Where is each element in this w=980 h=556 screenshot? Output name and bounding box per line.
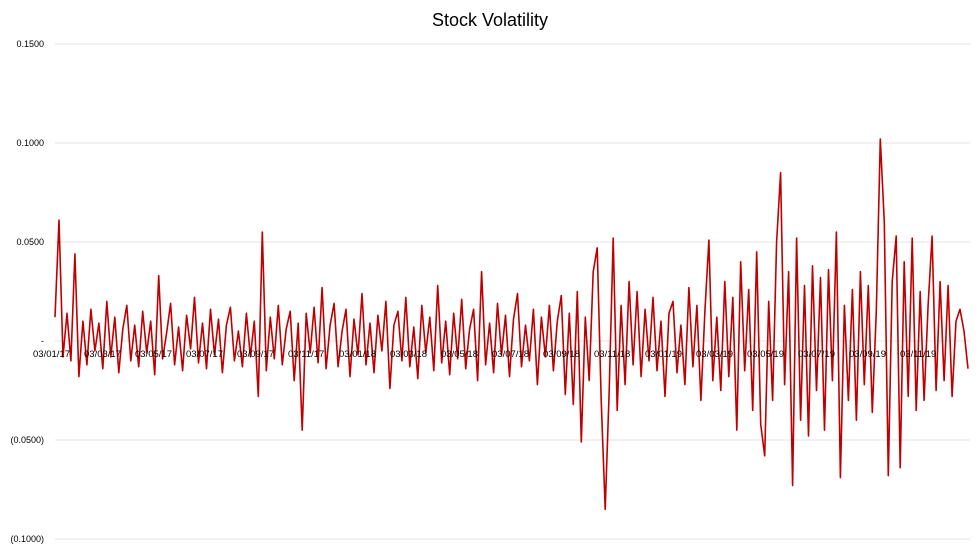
x-tick-label: 03/11/19	[900, 349, 936, 360]
x-tick-label: 03/01/17	[33, 349, 70, 360]
x-tick-label: 03/01/18	[339, 349, 376, 360]
series-layer	[55, 139, 968, 509]
x-tick-label: 03/11/18	[594, 349, 630, 360]
y-tick-label: 0.1000	[16, 138, 44, 148]
x-tick-label: 03/09/18	[543, 349, 580, 360]
x-tick-label: 03/07/17	[186, 349, 223, 360]
chart-title: Stock Volatility	[432, 10, 548, 30]
y-axis-ticks: 0.1500 0.1000 0.0500 - (0.0500) (0.1000)	[10, 39, 44, 544]
x-tick-label: 03/03/19	[696, 349, 733, 360]
x-tick-label: 03/11/17	[288, 349, 324, 360]
volatility-series-line	[55, 139, 968, 509]
gridlines	[55, 44, 970, 539]
y-tick-label: -	[41, 336, 44, 346]
x-tick-label: 03/07/19	[798, 349, 835, 360]
x-tick-label: 03/05/17	[135, 349, 172, 360]
x-tick-label: 03/03/18	[390, 349, 427, 360]
x-tick-label: 03/07/18	[492, 349, 529, 360]
x-tick-label: 03/01/19	[645, 349, 682, 360]
y-tick-label: 0.1500	[16, 39, 44, 49]
x-tick-label: 03/05/18	[441, 349, 478, 360]
y-tick-label: 0.0500	[16, 237, 44, 247]
x-tick-label: 03/09/17	[237, 349, 274, 360]
x-tick-label: 03/03/17	[84, 349, 121, 360]
y-tick-label: (0.1000)	[10, 534, 44, 544]
y-tick-label: (0.0500)	[10, 435, 44, 445]
x-tick-label: 03/09/19	[849, 349, 886, 360]
x-tick-label: 03/05/19	[747, 349, 784, 360]
